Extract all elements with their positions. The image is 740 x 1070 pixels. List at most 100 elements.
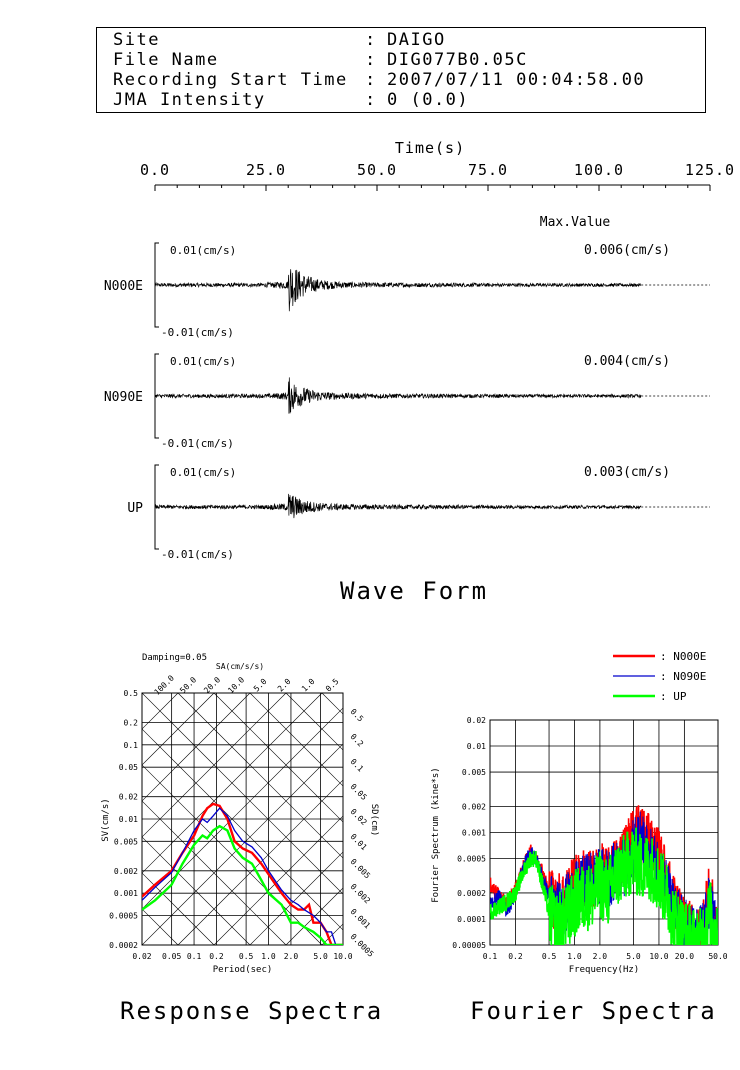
colon: : [365,50,376,70]
sv-axis-label: SV(cm/s) [101,798,111,841]
frequency-tick-label: 1.0 [567,952,582,961]
sd-line [142,728,343,931]
sd-line [177,693,343,859]
sv-tick-label: 0.001 [114,889,138,898]
site-value: DAIGO [387,30,446,50]
time-tick-label: 0.0 [140,161,170,179]
legend-label: : N090E [660,670,706,683]
amplitude-axis [154,464,159,550]
component-label: UP [127,501,143,516]
sd-line [142,872,215,945]
waveform-line [154,377,642,414]
fourier-line-up [490,827,718,945]
response-curves [142,802,343,945]
sv-tick-label: 0.2 [124,719,139,728]
max-value-header: Max.Value [540,215,611,230]
period-tick-label: 1.0 [261,952,276,961]
sv-tick-label: 0.005 [114,837,138,846]
period-tick-label: 0.05 [162,952,181,961]
trace-n000e: 0.01(cm/s) -0.01(cm/s) N000E 0.006(cm/s) [104,242,710,339]
response-line-n090e [142,807,343,945]
sd-tick-label: 0.2 [349,732,366,749]
period-tick-label: 2.0 [284,952,299,961]
sa-line [142,693,251,802]
period-tick-label: 0.02 [132,952,151,961]
sa-tick-label: 20.0 [202,675,222,695]
frequency-tick-label: 10.0 [649,952,668,961]
time-tick-label: 100.0 [574,161,624,179]
jma-intensity-label: JMA Intensity [113,90,266,110]
upper-scale-label: 0.01(cm/s) [170,244,236,257]
sv-tick-label: 0.01 [119,815,138,824]
sv-tick-label: 0.0002 [109,941,138,950]
sa-line [249,851,343,945]
sd-line [142,836,251,945]
sa-line [0,693,106,945]
waveform-line [154,269,642,312]
sa-axis-label: SA(cm/s/s) [216,662,264,671]
waveform-chart: Time(s) 0.0 25.0 50.0 75.0 100.0 125.0 Max.Valu… [104,139,735,561]
sd-tick-label: 0.1 [349,757,366,774]
waveform-line [154,493,642,519]
frequency-tick-label: 2.0 [593,952,608,961]
file-name-label: File Name [113,50,219,70]
sv-tick-label: 0.002 [114,867,138,876]
fourier-tick-label: 0.001 [462,829,486,838]
fourier-tick-label: 0.002 [462,802,486,811]
file-name-value: DIG077B0.05C [387,50,528,70]
period-tick-label: 5.0 [313,952,328,961]
time-axis-label: Time(s) [395,139,465,157]
frequency-tick-label: 0.1 [483,952,498,961]
sd-tick-label: 0.005 [349,857,373,881]
colon: : [365,90,376,110]
fourier-curves [490,805,718,945]
recording-start-label: Recording Start Time [113,70,348,90]
jma-intensity-value: 0 (0.0) [387,90,470,110]
sa-tick-label: 5.0 [252,677,269,694]
legend: : N000E : N090E : UP [613,650,706,703]
response-spectra-chart: 0.02 0.05 0.1 0.2 0.5 1.0 2.0 5.0 10.0 Period(sec… [0,653,379,975]
site-label: Site [113,30,160,50]
waveform-title: Wave Form [340,577,489,605]
fourier-spectra-chart: 0.1 0.2 0.5 1.0 2.0 5.0 10.0 20.0 50.0 Frequency(… [431,650,728,975]
time-tick-label: 25.0 [246,161,286,179]
response-line-n000e [142,802,343,945]
trace-up: 0.01(cm/s) -0.01(cm/s) UP 0.003(cm/s) [127,464,710,561]
component-label: N000E [104,279,143,294]
period-tick-label: 0.5 [239,952,254,961]
time-tick-label: 75.0 [468,161,508,179]
frequency-tick-label: 20.0 [675,952,694,961]
sv-tick-label: 0.05 [119,763,138,772]
sd-line [285,693,343,751]
sa-tick-label: 1.0 [300,677,317,694]
lower-scale-label: -0.01(cm/s) [161,548,234,561]
max-value: 0.006(cm/s) [584,243,670,258]
sv-tick-label: 0.0005 [109,911,138,920]
sa-line [285,887,343,945]
component-label: N090E [104,390,143,405]
response-grid [0,693,343,945]
frequency-tick-label: 5.0 [626,952,641,961]
fourier-tick-label: 0.02 [467,716,486,725]
frequency-tick-label: 50.0 [708,952,727,961]
sd-tick-label: 0.001 [349,907,373,931]
period-tick-label: 0.1 [187,952,202,961]
sa-tick-label: 10.0 [226,675,246,695]
frequency-axis-label: Frequency(Hz) [569,965,639,975]
sd-line [213,693,343,823]
time-tick-label: 125.0 [685,161,735,179]
fourier-tick-label: 0.0002 [457,889,486,898]
sa-tick-label: 2.0 [276,677,293,694]
sd-line [0,693,106,945]
fourier-tick-label: 0.01 [467,742,486,751]
sd-tick-label: 0.5 [349,707,366,724]
legend-label: : UP [660,690,687,703]
fourier-spectra-title: Fourier Spectra [470,997,717,1025]
sv-tick-label: 0.1 [124,741,139,750]
lower-scale-label: -0.01(cm/s) [161,326,234,339]
sd-tick-label: 0.05 [349,782,369,802]
response-spectra-title: Response Spectra [120,997,384,1025]
legend-label: : N000E [660,650,706,663]
colon: : [365,30,376,50]
period-tick-label: 10.0 [333,952,352,961]
